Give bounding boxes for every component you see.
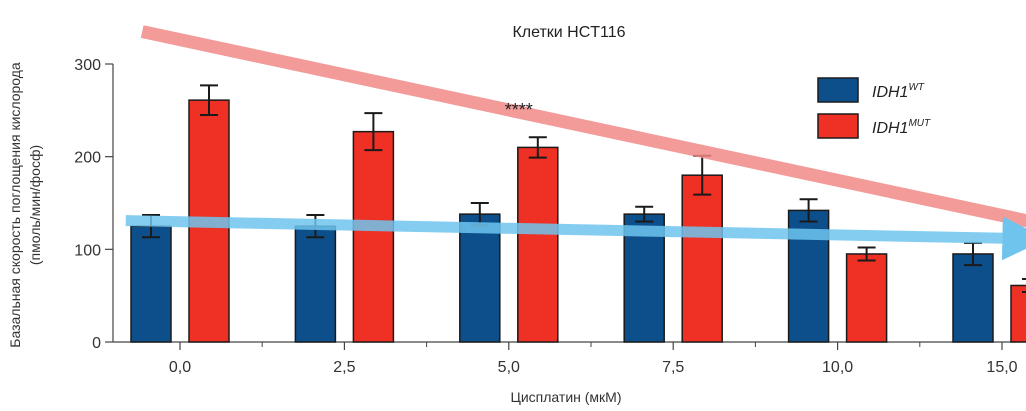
x-tick-label: 7,5: [662, 359, 684, 376]
y-axis-label-line1: Базальная скорость поглощения кислорода: [7, 62, 23, 348]
legend: IDH1WT IDH1MUT: [817, 77, 931, 139]
trend-arrows: [125, 25, 1026, 261]
legend-label: IDH1WT: [872, 82, 925, 101]
trend-arrow-flat: [125, 215, 1026, 261]
y-axis: 0 100 200 300: [74, 57, 114, 352]
y-tick-label: 100: [74, 242, 101, 259]
legend-swatch: [817, 113, 859, 139]
bar: [294, 225, 337, 343]
legend-swatch: [817, 77, 859, 103]
bar: [1010, 284, 1026, 343]
chart-title: Клетки HCT116: [512, 24, 625, 41]
bar: [952, 253, 994, 343]
bar: [845, 253, 888, 343]
annotations: ****: [505, 100, 533, 120]
bar-series-mut: [188, 84, 1026, 343]
bar: [681, 174, 723, 343]
y-tick-label: 0: [92, 335, 101, 352]
x-tick-label: 10,0: [822, 359, 853, 376]
legend-label: IDH1MUT: [872, 118, 931, 137]
legend-label-superscript: WT: [908, 82, 924, 93]
y-axis-label-line2: (пмоль/мин/фосф): [27, 145, 43, 265]
x-tick-label: 15,0: [986, 359, 1017, 376]
bar-series-group: [130, 84, 1026, 343]
bar: [517, 146, 559, 343]
x-tick-label: 2,5: [333, 359, 355, 376]
bar: [352, 130, 395, 343]
y-tick-label: 300: [74, 57, 101, 74]
x-axis-label: Цисплатин (мкМ): [511, 389, 622, 405]
x-tick-label: 0,0: [169, 359, 191, 376]
significance-annotation: ****: [505, 100, 533, 120]
trend-arrow-down: [140, 25, 1026, 228]
legend-label-superscript: MUT: [908, 118, 931, 129]
bar: [130, 225, 172, 343]
bar: [459, 213, 501, 343]
x-axis: 0,0 2,5 5,0 7,5 10,0 15,0: [113, 341, 1018, 376]
y-tick-label: 200: [74, 150, 101, 167]
x-tick-label: 5,0: [498, 359, 520, 376]
